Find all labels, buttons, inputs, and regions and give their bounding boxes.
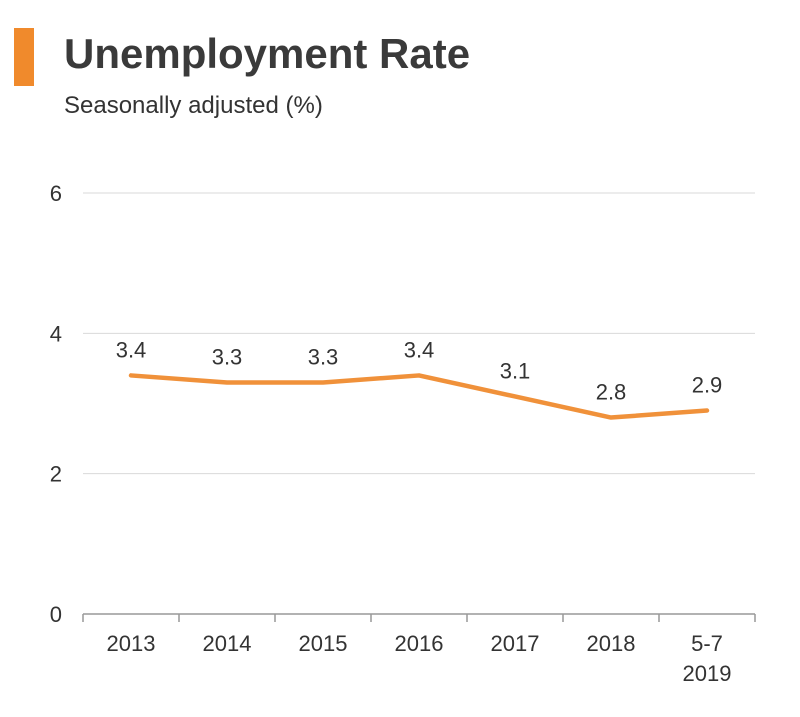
- y-tick-label: 2: [50, 462, 62, 487]
- data-label: 3.4: [116, 337, 147, 362]
- data-label: 3.3: [212, 344, 243, 369]
- x-tick-label: 2014: [203, 631, 252, 656]
- x-tick-label: 2016: [395, 631, 444, 656]
- x-tick-label: 5-7 2019: [683, 631, 732, 686]
- chart-title: Unemployment Rate: [64, 30, 471, 77]
- data-label: 3.4: [404, 337, 435, 362]
- chart-subtitle: Seasonally adjusted (%): [64, 92, 323, 119]
- data-label: 2.9: [692, 373, 723, 398]
- y-tick-label: 6: [50, 181, 62, 206]
- y-tick-label: 4: [50, 321, 62, 346]
- x-tick-label: 2013: [107, 631, 156, 656]
- y-tick-label: 0: [50, 602, 62, 627]
- data-label: 3.1: [500, 358, 531, 383]
- x-tick-label: 2017: [491, 631, 540, 656]
- data-label: 2.8: [596, 380, 627, 405]
- series-line: [128, 373, 710, 420]
- title-accent-bar: [14, 28, 34, 86]
- x-tick-label: 2015: [299, 631, 348, 656]
- x-tick-label: 2018: [587, 631, 636, 656]
- data-label: 3.3: [308, 344, 339, 369]
